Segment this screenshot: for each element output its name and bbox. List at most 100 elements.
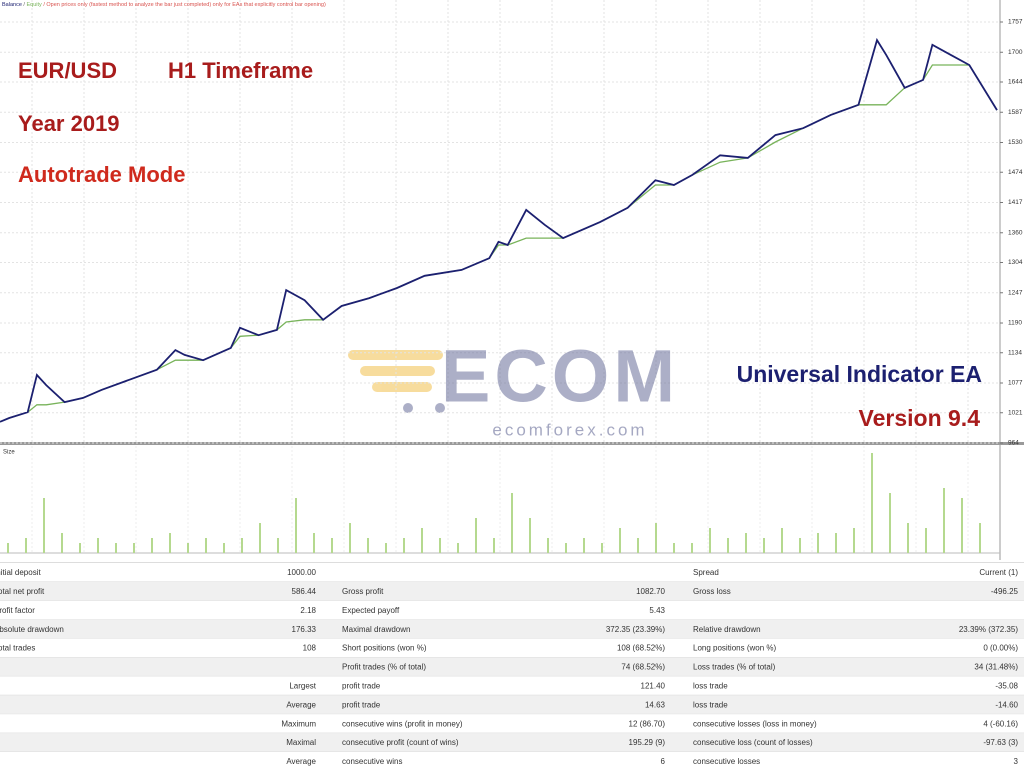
- panel-title: Size: [3, 450, 15, 456]
- table-cell: loss trade: [693, 681, 728, 690]
- size-bar: [223, 543, 225, 553]
- table-cell: Maximum: [281, 719, 316, 728]
- logo-mark: ECOM: [441, 335, 679, 418]
- size-bar: [43, 498, 45, 553]
- y-tick-label: 1077: [1008, 380, 1023, 387]
- table-cell: Maximal drawdown: [342, 625, 410, 634]
- table-cell: Short positions (won %): [342, 644, 427, 653]
- size-bar: [205, 538, 207, 553]
- size-bar: [763, 538, 765, 553]
- annotation: Universal Indicator EA: [737, 361, 982, 387]
- size-bar: [835, 533, 837, 553]
- size-bar: [673, 543, 675, 553]
- table-cell: Profit trades (% of total): [342, 663, 426, 672]
- annotation: H1 Timeframe: [168, 58, 313, 83]
- legend-equity: Equity: [26, 2, 42, 8]
- table-cell: 23.39% (372.35): [959, 625, 1018, 634]
- size-bar: [529, 518, 531, 553]
- table-row: [0, 714, 1024, 734]
- y-tick-label: 1134: [1008, 349, 1022, 356]
- y-tick-label: 1021: [1008, 409, 1023, 416]
- y-tick-label: 1474: [1008, 169, 1023, 176]
- table-cell: 108 (68.52%): [617, 644, 665, 653]
- table-cell: 4 (-60.16): [983, 719, 1018, 728]
- size-bar: [367, 538, 369, 553]
- y-tick-label: 1190: [1008, 320, 1022, 327]
- header: Balance / Equity / Open prices only (fas…: [2, 2, 326, 8]
- table-cell: 176.33: [292, 625, 317, 634]
- size-bar: [691, 543, 693, 553]
- y-tick-label: 1417: [1008, 199, 1023, 206]
- size-bar: [655, 523, 657, 553]
- size-bar: [403, 538, 405, 553]
- table-cell: consecutive wins: [342, 757, 402, 766]
- size-bar: [421, 528, 423, 553]
- table-row: [0, 676, 1024, 696]
- table-cell: Absolute drawdown: [0, 625, 64, 634]
- annotation: Autotrade Mode: [18, 162, 185, 187]
- table-cell: consecutive loss (count of losses): [693, 738, 813, 747]
- size-bar: [637, 538, 639, 553]
- size-bar: [907, 523, 909, 553]
- price-scale: [1000, 0, 1024, 560]
- logo-stripe: [372, 382, 432, 392]
- size-bar: [259, 523, 261, 553]
- table-cell: Gross profit: [342, 587, 384, 596]
- table-cell: 5.43: [649, 606, 665, 615]
- size-bar: [943, 488, 945, 553]
- table-cell: 586.44: [292, 587, 317, 596]
- table-cell: 14.63: [645, 700, 666, 709]
- logo-wheel: [435, 403, 445, 413]
- size-bar: [241, 538, 243, 553]
- size-bar: [61, 533, 63, 553]
- table-cell: 108: [303, 644, 317, 653]
- annotation: Version 9.4: [859, 405, 981, 431]
- logo: [348, 350, 445, 413]
- size-bar: [493, 538, 495, 553]
- series-line: [0, 37, 998, 423]
- table-cell: -496.25: [991, 587, 1019, 596]
- size-bar: [799, 538, 801, 553]
- table-cell: Gross loss: [693, 587, 731, 596]
- size-bar: [115, 543, 117, 553]
- table-cell: 0 (0.00%): [983, 644, 1018, 653]
- table-cell: consecutive profit (count of wins): [342, 738, 459, 747]
- table-cell: 2.18: [300, 606, 316, 615]
- table-row: [0, 619, 1024, 639]
- y-tick-label: 1304: [1008, 259, 1023, 266]
- size-bar: [79, 543, 81, 553]
- table-cell: Profit factor: [0, 606, 35, 615]
- size-bar: [475, 518, 477, 553]
- size-bar: [349, 523, 351, 553]
- table-row: [0, 733, 1024, 752]
- table-cell: Current (1): [979, 568, 1018, 577]
- table-row: [0, 752, 1024, 768]
- size-bar: [979, 523, 981, 553]
- y-tick-label: 1587: [1008, 109, 1023, 116]
- table-row: [0, 563, 1024, 582]
- logo-stripe: [348, 350, 443, 360]
- size-bar: [583, 538, 585, 553]
- size-bar: [331, 538, 333, 553]
- table-cell: Long positions (won %): [693, 644, 776, 653]
- table-cell: Maximal: [286, 738, 316, 747]
- size-bar: [169, 533, 171, 553]
- table-row: [0, 695, 1024, 715]
- table-cell: 1000.00: [287, 568, 316, 577]
- table-cell: Largest: [289, 681, 316, 690]
- table-cell: Average: [286, 757, 316, 766]
- size-bar: [889, 493, 891, 553]
- header-subtitle: / Open prices only (fastest method to an…: [43, 2, 326, 8]
- table-cell: 1082.70: [636, 587, 665, 596]
- table-cell: Relative drawdown: [693, 625, 761, 634]
- y-tick-label: 1700: [1008, 49, 1023, 56]
- table-cell: Total trades: [0, 644, 35, 653]
- size-bar: [439, 538, 441, 553]
- table-cell: 74 (68.52%): [621, 663, 665, 672]
- table-cell: 6: [661, 757, 666, 766]
- size-bar: [745, 533, 747, 553]
- table-cell: consecutive losses (loss in money): [693, 719, 817, 728]
- size-bar: [547, 538, 549, 553]
